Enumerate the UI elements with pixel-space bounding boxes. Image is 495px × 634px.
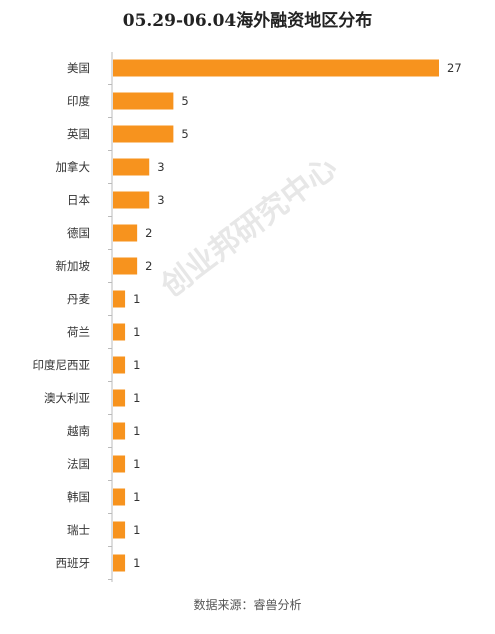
data-label: 1 [133,391,140,405]
data-label: 3 [157,160,164,174]
category-label: 瑞士 [67,523,90,537]
category-label: 丹麦 [67,292,90,306]
bar [113,59,439,77]
bar [113,290,126,308]
bar [113,257,138,275]
category-label: 加拿大 [56,160,91,174]
bar [113,191,150,209]
data-label: 5 [181,127,188,141]
category-label: 越南 [67,424,90,438]
category-label: 日本 [67,193,90,207]
bar [113,521,126,539]
chart-title: 05.29-06.04海外融资地区分布 [122,11,373,31]
bar [113,158,150,176]
data-label: 1 [133,358,140,372]
data-label: 3 [157,193,164,207]
category-label: 荷兰 [67,325,90,339]
data-label: 1 [133,457,140,471]
data-label: 27 [447,61,462,75]
data-label: 1 [133,424,140,438]
category-label: 印度 [67,94,90,108]
bar [113,389,126,407]
bar [113,356,126,374]
bar [113,455,126,473]
data-label: 1 [133,292,140,306]
data-label: 1 [133,325,140,339]
bar [113,125,174,143]
category-label: 德国 [67,226,90,240]
bar [113,224,138,242]
category-label: 法国 [67,457,90,471]
category-label: 美国 [67,61,90,75]
bar [113,92,174,110]
data-label: 2 [145,259,152,273]
data-label: 1 [133,523,140,537]
category-label: 澳大利亚 [44,391,90,405]
bar [113,488,126,506]
data-label: 1 [133,490,140,504]
data-label: 2 [145,226,152,240]
bar [113,323,126,341]
category-label: 新加坡 [56,259,91,273]
bar [113,422,126,440]
source-note: 数据来源：睿兽分析 [193,598,302,612]
data-label: 5 [181,94,188,108]
data-label: 1 [133,556,140,570]
bar [113,554,126,572]
category-label: 西班牙 [56,556,91,570]
category-label: 印度尼西亚 [33,358,91,372]
category-label: 英国 [67,127,90,141]
category-label: 韩国 [67,490,90,504]
